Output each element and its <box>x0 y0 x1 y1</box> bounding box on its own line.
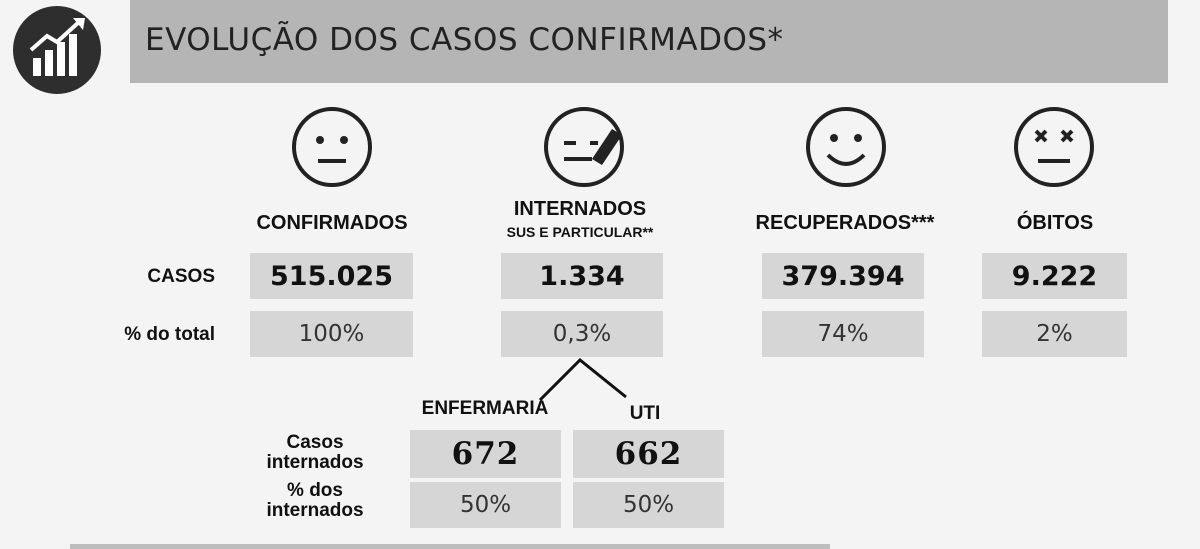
column-sublabel-internados: SUS E PARTICULAR** <box>506 224 654 240</box>
row-label-pct-total: % do total <box>124 324 215 345</box>
column-label-recuperados: RECUPERADOS*** <box>755 212 935 234</box>
uti-pct-value: 50% <box>573 482 724 528</box>
column-label-obitos: ÓBITOS <box>1016 212 1094 234</box>
row-label-pct-internados: % dos internados <box>266 480 364 521</box>
breakdown-connector <box>538 357 627 402</box>
smiling-face-icon <box>804 105 888 189</box>
uti-label: UTI <box>629 403 661 424</box>
neutral-face-icon <box>290 105 374 189</box>
enfermaria-pct-value: 50% <box>410 482 561 528</box>
casos-recuperados-value: 379.394 <box>762 253 924 299</box>
enfermaria-casos-value: 672 <box>410 430 561 478</box>
enfermaria-label: ENFERMARIA <box>421 398 549 419</box>
page-title: EVOLUÇÃO DOS CASOS CONFIRMADOS* <box>145 22 784 58</box>
column-label-internados: INTERNADOS <box>513 198 647 220</box>
dead-face-icon <box>1012 105 1096 189</box>
row-label-casos-internados: Casos internados <box>266 432 364 473</box>
casos-obitos-value: 9.222 <box>982 253 1127 299</box>
column-label-confirmados: CONFIRMADOS <box>256 212 408 234</box>
pct-obitos-value: 2% <box>982 311 1127 357</box>
casos-confirmados-value: 515.025 <box>250 253 413 299</box>
uti-casos-value: 662 <box>573 430 724 478</box>
pct-recuperados-value: 74% <box>762 311 924 357</box>
pct-internados-value: 0,3% <box>501 311 663 357</box>
header-bar <box>130 0 1168 83</box>
pct-confirmados-value: 100% <box>250 311 413 357</box>
face-in-bed-icon <box>542 105 626 189</box>
bar-chart-growth-icon <box>13 6 101 94</box>
row-label-casos: CASOS <box>147 266 215 287</box>
casos-internados-value: 1.334 <box>501 253 663 299</box>
footnote-cutoff <box>70 544 830 549</box>
